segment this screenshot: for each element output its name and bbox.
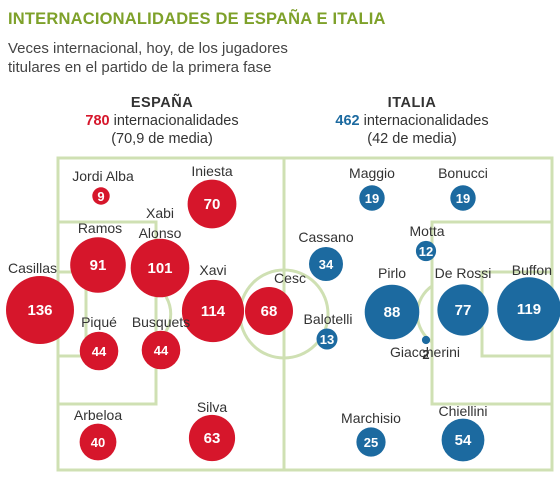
player-name-balotelli: Balotelli (303, 311, 353, 327)
caps-value-iniesta: 70 (204, 196, 221, 213)
player-name-cesc: Cesc (274, 270, 306, 286)
caps-value-xavi: 114 (201, 303, 226, 320)
player-name-giaccherini: Giaccherini (389, 344, 461, 360)
team-total-spain: 780 internacionalidades (62, 112, 262, 130)
bubble-ramos (70, 237, 126, 293)
caps-value-giaccherini: 2 (422, 347, 429, 362)
player-name-marchisio: Marchisio (341, 410, 401, 426)
caps-value-pique: 44 (92, 344, 107, 359)
chart-title: INTERNACIONALIDADES DE ESPAÑA E ITALIA (8, 10, 386, 28)
player-name-de-rossi: De Rossi (434, 265, 492, 281)
player-name-arbeloa: Arbeloa (73, 407, 123, 423)
bubble-arbeloa (79, 423, 117, 461)
player-name-casillas: Casillas (8, 260, 58, 276)
team-total-label-spain: internacionalidades (113, 113, 239, 129)
player-name-pique: Piqué (81, 314, 117, 330)
bubble-xavi (181, 279, 245, 343)
player-name-bonucci: Bonucci (438, 165, 488, 181)
subtitle-line-2: titulares en el partido de la primera fa… (8, 59, 272, 76)
team-average-spain: (70,9 de media) (111, 131, 213, 147)
team-name-italy: ITALIA (387, 95, 437, 111)
subtitle-line-1: Veces internacional, hoy, de los jugador… (8, 40, 288, 57)
caps-value-marchisio: 25 (364, 435, 378, 450)
bubble-chiellini (441, 418, 485, 462)
player-name-xavi: Xavi (199, 262, 227, 278)
bubble-xabi-alonso (130, 238, 190, 298)
bubble-busquets (141, 330, 181, 370)
bubble-de-rossi (437, 284, 489, 336)
caps-value-xabi-alonso: 101 (147, 260, 172, 277)
caps-value-maggio: 19 (365, 191, 379, 206)
bubble-silva (188, 414, 236, 462)
player-name-motta: Motta (409, 223, 445, 239)
player-name-chiellini: Chiellini (438, 403, 488, 419)
player-name-maggio: Maggio (349, 165, 395, 181)
penalty-arc-right (415, 284, 433, 344)
caps-value-arbeloa: 40 (91, 435, 105, 450)
bubble-bonucci (450, 185, 476, 211)
team-total-italy: 462 internacionalidades (312, 112, 512, 130)
caps-value-bonucci: 19 (456, 191, 470, 206)
player-name-jordi-alba: Jordi Alba (72, 168, 134, 184)
bubble-maggio (359, 185, 385, 211)
player-name-silva: Silva (196, 399, 228, 415)
player-name-xabi-alonso: Xabi Alonso (138, 205, 182, 241)
bubble-balotelli (316, 328, 338, 350)
bubble-buffon (497, 277, 560, 341)
caps-value-balotelli: 13 (320, 332, 334, 347)
caps-value-casillas: 136 (27, 302, 52, 319)
caps-value-buffon: 119 (517, 301, 541, 318)
player-name-ramos: Ramos (77, 220, 123, 236)
bubble-iniesta (187, 179, 237, 229)
bubble-motta (415, 240, 437, 262)
player-bubbles: 9 70 91 101 136 114 68 44 44 40 63 19 19 34 12 88 77 119 1… (6, 179, 560, 462)
caps-value-ramos: 91 (90, 257, 107, 274)
bubble-casillas (6, 276, 74, 344)
caps-value-pirlo: 88 (384, 304, 401, 321)
player-name-busquets: Busquets (131, 314, 191, 330)
caps-value-chiellini: 54 (455, 432, 472, 449)
caps-value-cassano: 34 (319, 257, 334, 272)
caps-value-busquets: 44 (154, 343, 169, 358)
bubble-marchisio (356, 427, 386, 457)
bubble-pirlo (364, 284, 420, 340)
player-name-cassano: Cassano (298, 229, 354, 245)
bubble-pique (79, 331, 119, 371)
player-name-iniesta: Iniesta (191, 163, 233, 179)
team-header-italy: ITALIA 462 internacionalidades (42 de me… (312, 94, 512, 148)
player-name-pirlo: Pirlo (377, 265, 407, 281)
team-average-italy: (42 de media) (367, 131, 457, 147)
team-name-spain: ESPAÑA (130, 95, 194, 111)
bubble-giaccherini (421, 335, 431, 345)
team-header-spain: ESPAÑA 780 internacionalidades (70,9 de … (62, 94, 262, 148)
bubble-cesc (245, 287, 293, 335)
caps-value-silva: 63 (204, 430, 221, 447)
chart-subtitle: Veces internacional, hoy, de los jugador… (8, 39, 368, 77)
bubble-jordi-alba (92, 187, 110, 205)
caps-value-cesc: 68 (261, 303, 278, 320)
caps-value-jordi-alba: 9 (97, 189, 104, 204)
team-total-label-italy: internacionalidades (363, 113, 489, 129)
bubble-cassano (309, 247, 343, 281)
caps-value-de-rossi: 77 (455, 302, 472, 319)
team-total-number-italy: 462 (335, 113, 360, 129)
player-name-buffon: Buffon (511, 262, 552, 278)
team-total-number-spain: 780 (85, 113, 110, 129)
caps-value-motta: 12 (419, 244, 433, 259)
